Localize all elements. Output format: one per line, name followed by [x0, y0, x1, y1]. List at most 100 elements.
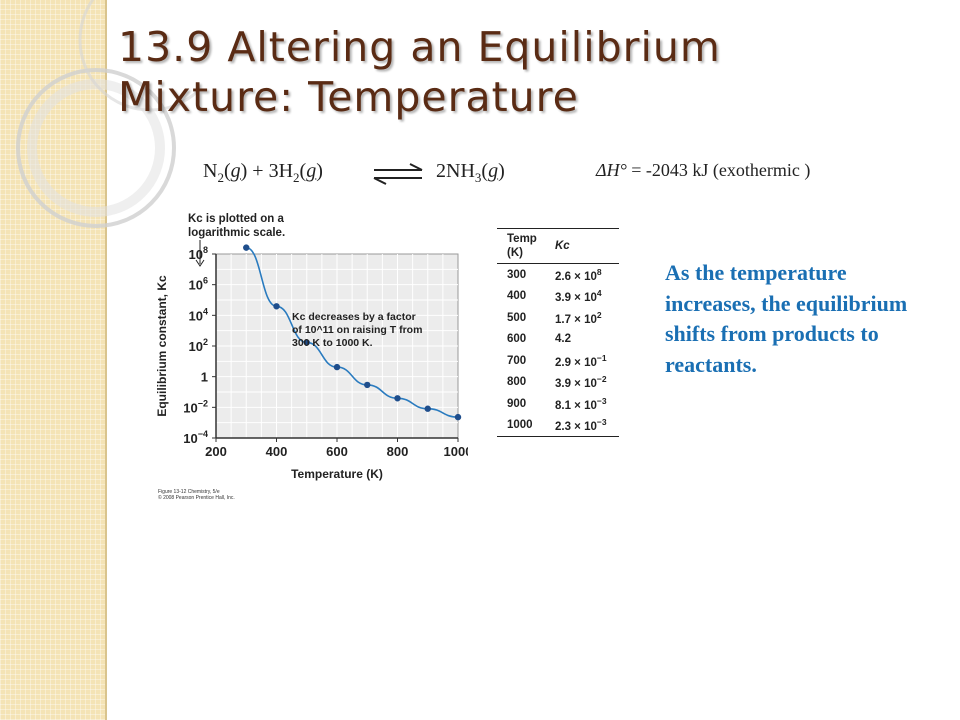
cell-kc-mantissa: 3.9 × 10: [555, 378, 597, 391]
table-bottom-rule: [497, 436, 619, 437]
data-point: [243, 244, 250, 251]
data-point: [454, 413, 462, 421]
data-point: [364, 381, 371, 389]
data-point: [424, 405, 431, 412]
table-header-row: Temp (K) Kc: [497, 229, 619, 263]
cell-kc-mantissa: 8.1 × 10: [555, 399, 597, 412]
header-kc: Kc: [555, 240, 570, 252]
y-tick-exponent: −2: [198, 398, 208, 408]
cell-kc: 8.1 × 10−3: [555, 396, 619, 412]
products: 2NH3(g): [436, 160, 505, 185]
y-tick-label: 104: [189, 306, 208, 323]
table-row: 300 2.6 × 108: [497, 264, 619, 286]
decorative-sidebar: [0, 0, 107, 720]
cell-kc-mantissa: 4.2: [555, 333, 571, 346]
cell-kc: 3.9 × 104: [555, 288, 619, 304]
decorative-circles: [16, 0, 200, 228]
table-header-rule: [497, 263, 619, 264]
cell-kc-exponent: −3: [596, 417, 607, 428]
h2-subscript: 2: [293, 170, 300, 185]
y-tick-label: 1: [201, 370, 208, 385]
cell-temp: 700: [507, 354, 527, 367]
cell-kc: 2.3 × 10−3: [555, 417, 619, 433]
cell-kc-exponent: 8: [596, 266, 602, 277]
y-tick-exponent: 4: [203, 306, 208, 316]
data-point: [273, 303, 280, 310]
cell-kc-mantissa: 3.9 × 10: [555, 292, 597, 305]
n2-subscript: 2: [217, 170, 224, 185]
y-tick-exponent: 8: [203, 245, 208, 255]
kc-data-table: Temp (K) Kc 300 2.6 × 108 400 3.9 × 104 500 1…: [497, 228, 619, 437]
x-tick-label: 600: [326, 444, 348, 459]
cell-kc-mantissa: 2.6 × 10: [555, 270, 597, 283]
table-body: 300 2.6 × 108 400 3.9 × 104 500 1.7 × 102 600 4…: [497, 264, 619, 436]
cell-temp: 500: [507, 311, 527, 324]
credit-line-2: © 2008 Pearson Prentice Hall, Inc.: [158, 495, 235, 501]
table-row: 1000 2.3 × 10−3: [497, 415, 619, 437]
cell-kc: 2.9 × 10−1: [555, 353, 619, 369]
credit-line-1: Figure 13-12 Chemistry, 5/e: [158, 489, 220, 495]
cell-temp: 800: [507, 376, 527, 389]
annotation-decrease: 300 K to 1000 K.: [292, 337, 373, 349]
annotation-decrease: Kc decreases by a factor: [292, 311, 416, 323]
table-row: 500 1.7 × 102: [497, 307, 619, 329]
header-temp: Temp (K): [507, 233, 537, 259]
cell-kc-exponent: 2: [596, 309, 602, 320]
annotation-log-scale: logarithmic scale.: [188, 227, 285, 239]
reactants: N2(g) + 3H2(g): [203, 160, 323, 185]
slide-title: 13.9 Altering an Equilibrium Mixture: Te…: [118, 22, 721, 122]
plus-3h2: + 3H: [252, 160, 294, 182]
y-axis-label: Equilibrium constant, Kc: [155, 275, 169, 417]
table-row: 800 3.9 × 10−2: [497, 372, 619, 394]
phase-gas-2: g: [306, 160, 317, 182]
cell-kc-mantissa: 2.3 × 10: [555, 421, 597, 434]
cell-kc: 2.6 × 108: [555, 267, 619, 283]
cell-temp: 900: [507, 397, 527, 410]
nh3-subscript: 3: [474, 170, 482, 185]
title-line-1: 13.9 Altering an Equilibrium: [118, 23, 721, 71]
data-point: [303, 339, 310, 346]
y-tick-label: 102: [189, 337, 208, 354]
phase-gas-1: g: [230, 160, 241, 182]
x-tick-label: 200: [205, 444, 227, 459]
data-point: [394, 395, 401, 402]
y-tick-label: 10−2: [183, 398, 208, 415]
cell-temp: 1000: [507, 419, 533, 432]
annotation-decrease: of 10^11 on raising T from: [292, 324, 422, 336]
cell-kc-mantissa: 2.9 × 10: [555, 356, 597, 369]
y-tick-exponent: 2: [203, 337, 208, 347]
y-tick-label: 108: [189, 245, 208, 262]
x-tick-label: 1000: [444, 444, 468, 459]
figure-credit: Figure 13-12 Chemistry, 5/e © 2008 Pears…: [158, 489, 235, 501]
cell-temp: 300: [507, 268, 527, 281]
cell-kc-exponent: 4: [596, 288, 602, 299]
explanation-text: As the temperature increases, the equili…: [665, 260, 908, 377]
equilibrium-arrows-icon: [373, 163, 423, 185]
delta-h-symbol: ΔH°: [596, 160, 627, 180]
x-tick-label: 400: [266, 444, 288, 459]
phase-gas-3: g: [488, 160, 499, 182]
table-row: 900 8.1 × 10−3: [497, 393, 619, 415]
table-top-rule: [497, 228, 619, 229]
annotation-arrowhead: [195, 259, 205, 267]
cell-kc-exponent: −1: [596, 352, 607, 363]
x-axis-label: Temperature (K): [291, 467, 383, 481]
enthalpy-change: ΔH° = -2043 kJ (exothermic ): [596, 160, 810, 181]
table-row: 400 3.9 × 104: [497, 286, 619, 308]
kc-vs-temperature-chart: 2004006008001000108106104102110−210−4Tem…: [155, 213, 468, 481]
table-row: 600 4.2: [497, 329, 619, 351]
cell-kc-exponent: −2: [596, 374, 607, 385]
annotation-log-scale: Kc is plotted on a: [188, 213, 284, 225]
y-tick-exponent: 6: [203, 276, 208, 286]
cell-temp: 400: [507, 290, 527, 303]
n2-symbol: N: [203, 160, 218, 182]
cell-kc: 3.9 × 10−2: [555, 374, 619, 390]
delta-h-value: = -2043 kJ (exothermic ): [631, 160, 811, 180]
cell-temp: 600: [507, 333, 527, 346]
cell-kc: 4.2: [555, 333, 619, 345]
y-tick-exponent: −4: [198, 429, 208, 439]
nh3-symbol: 2NH: [436, 160, 475, 182]
cell-kc-exponent: −3: [596, 395, 607, 406]
x-tick-label: 800: [387, 444, 409, 459]
y-tick-label: 106: [189, 276, 208, 293]
